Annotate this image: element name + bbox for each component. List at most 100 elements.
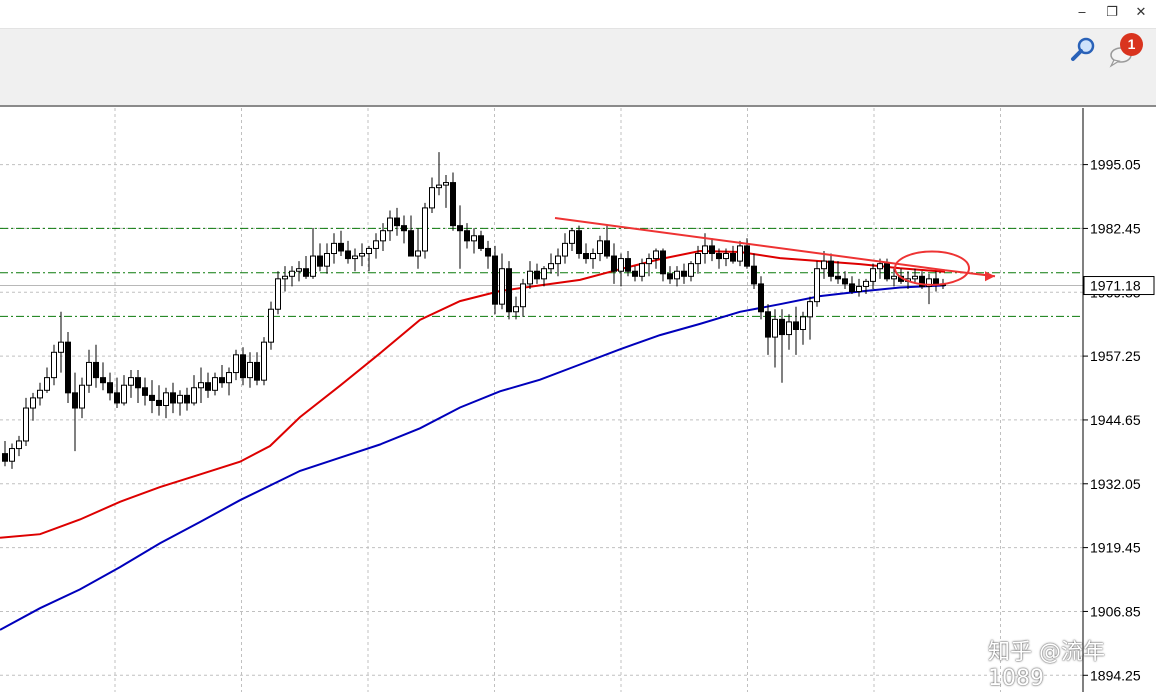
candle[interactable]: [520, 278, 526, 317]
close-button[interactable]: ✕: [1135, 5, 1147, 20]
candle[interactable]: [58, 311, 64, 373]
candle[interactable]: [205, 372, 211, 398]
candle[interactable]: [30, 392, 36, 421]
candle[interactable]: [534, 263, 540, 284]
candle[interactable]: [114, 377, 120, 409]
candle[interactable]: [597, 235, 603, 262]
notifications-button[interactable]: 1: [1108, 33, 1148, 69]
search-icon[interactable]: [1068, 35, 1098, 65]
candle[interactable]: [737, 240, 743, 267]
candle[interactable]: [814, 261, 820, 307]
candle[interactable]: [625, 250, 631, 277]
candle[interactable]: [170, 382, 176, 414]
candle[interactable]: [268, 301, 274, 350]
candle[interactable]: [135, 370, 141, 403]
candle[interactable]: [674, 266, 680, 287]
candle[interactable]: [492, 245, 498, 315]
candle[interactable]: [212, 372, 218, 396]
candle[interactable]: [590, 248, 596, 269]
candle[interactable]: [380, 223, 386, 251]
candle[interactable]: [660, 248, 666, 282]
candle[interactable]: [765, 304, 771, 355]
candle[interactable]: [772, 309, 778, 368]
candle[interactable]: [891, 268, 897, 287]
candle[interactable]: [121, 375, 127, 406]
candle[interactable]: [184, 387, 190, 411]
candle[interactable]: [128, 370, 134, 398]
candle[interactable]: [317, 243, 323, 272]
candle[interactable]: [408, 215, 414, 257]
candle[interactable]: [555, 248, 561, 277]
price-chart[interactable]: 1995.051982.451969.851957.251944.651932.…: [0, 108, 1156, 692]
candle[interactable]: [282, 266, 288, 292]
moving-average-fast-line[interactable]: [0, 249, 946, 539]
candle[interactable]: [422, 202, 428, 259]
candle[interactable]: [338, 230, 344, 257]
candle[interactable]: [394, 207, 400, 236]
candle[interactable]: [345, 240, 351, 264]
candle[interactable]: [275, 271, 281, 315]
candle[interactable]: [457, 205, 463, 269]
candle[interactable]: [863, 278, 869, 295]
candle[interactable]: [933, 271, 939, 292]
candle[interactable]: [478, 230, 484, 251]
candle[interactable]: [548, 253, 554, 274]
candle[interactable]: [576, 225, 582, 259]
candle[interactable]: [800, 311, 806, 345]
candle[interactable]: [23, 397, 29, 447]
candle[interactable]: [499, 253, 505, 310]
candle[interactable]: [695, 245, 701, 274]
candle[interactable]: [163, 387, 169, 419]
candle[interactable]: [387, 210, 393, 241]
candle[interactable]: [107, 372, 113, 401]
candle[interactable]: [786, 314, 792, 350]
candle[interactable]: [401, 215, 407, 244]
candle[interactable]: [807, 296, 813, 340]
candle[interactable]: [65, 332, 71, 403]
candle[interactable]: [450, 172, 456, 231]
minimize-button[interactable]: ‒: [1077, 5, 1087, 20]
candle[interactable]: [541, 266, 547, 287]
candle[interactable]: [289, 266, 295, 287]
candle[interactable]: [604, 225, 610, 259]
candle[interactable]: [142, 377, 148, 406]
candle[interactable]: [2, 440, 8, 467]
candle[interactable]: [919, 271, 925, 289]
candle[interactable]: [709, 238, 715, 262]
candle[interactable]: [716, 248, 722, 269]
candle[interactable]: [331, 233, 337, 264]
candle[interactable]: [485, 240, 491, 269]
candle[interactable]: [359, 243, 365, 267]
candle[interactable]: [835, 261, 841, 284]
candle[interactable]: [191, 375, 197, 406]
candle[interactable]: [247, 352, 253, 388]
restore-button[interactable]: ❐: [1106, 5, 1118, 20]
candle[interactable]: [632, 266, 638, 282]
candle[interactable]: [723, 248, 729, 267]
candle[interactable]: [464, 223, 470, 249]
candle[interactable]: [9, 443, 15, 469]
candle[interactable]: [583, 243, 589, 264]
candle[interactable]: [751, 253, 757, 289]
highlight-ellipse[interactable]: [894, 250, 970, 286]
candle[interactable]: [611, 243, 617, 284]
candle[interactable]: [758, 276, 764, 320]
moving-average-slow-line[interactable]: [0, 284, 946, 631]
candle[interactable]: [569, 228, 575, 251]
candle[interactable]: [436, 152, 442, 196]
candle[interactable]: [86, 349, 92, 393]
candle[interactable]: [681, 263, 687, 284]
candle[interactable]: [233, 349, 239, 381]
candle[interactable]: [842, 271, 848, 289]
candle[interactable]: [527, 261, 533, 289]
candle[interactable]: [219, 364, 225, 388]
candle[interactable]: [156, 385, 162, 416]
candle[interactable]: [373, 233, 379, 259]
candle[interactable]: [296, 261, 302, 282]
candle[interactable]: [513, 296, 519, 320]
candle[interactable]: [821, 250, 827, 279]
candle[interactable]: [870, 263, 876, 289]
candle[interactable]: [667, 266, 673, 284]
candle[interactable]: [639, 258, 645, 282]
candle[interactable]: [324, 243, 330, 274]
